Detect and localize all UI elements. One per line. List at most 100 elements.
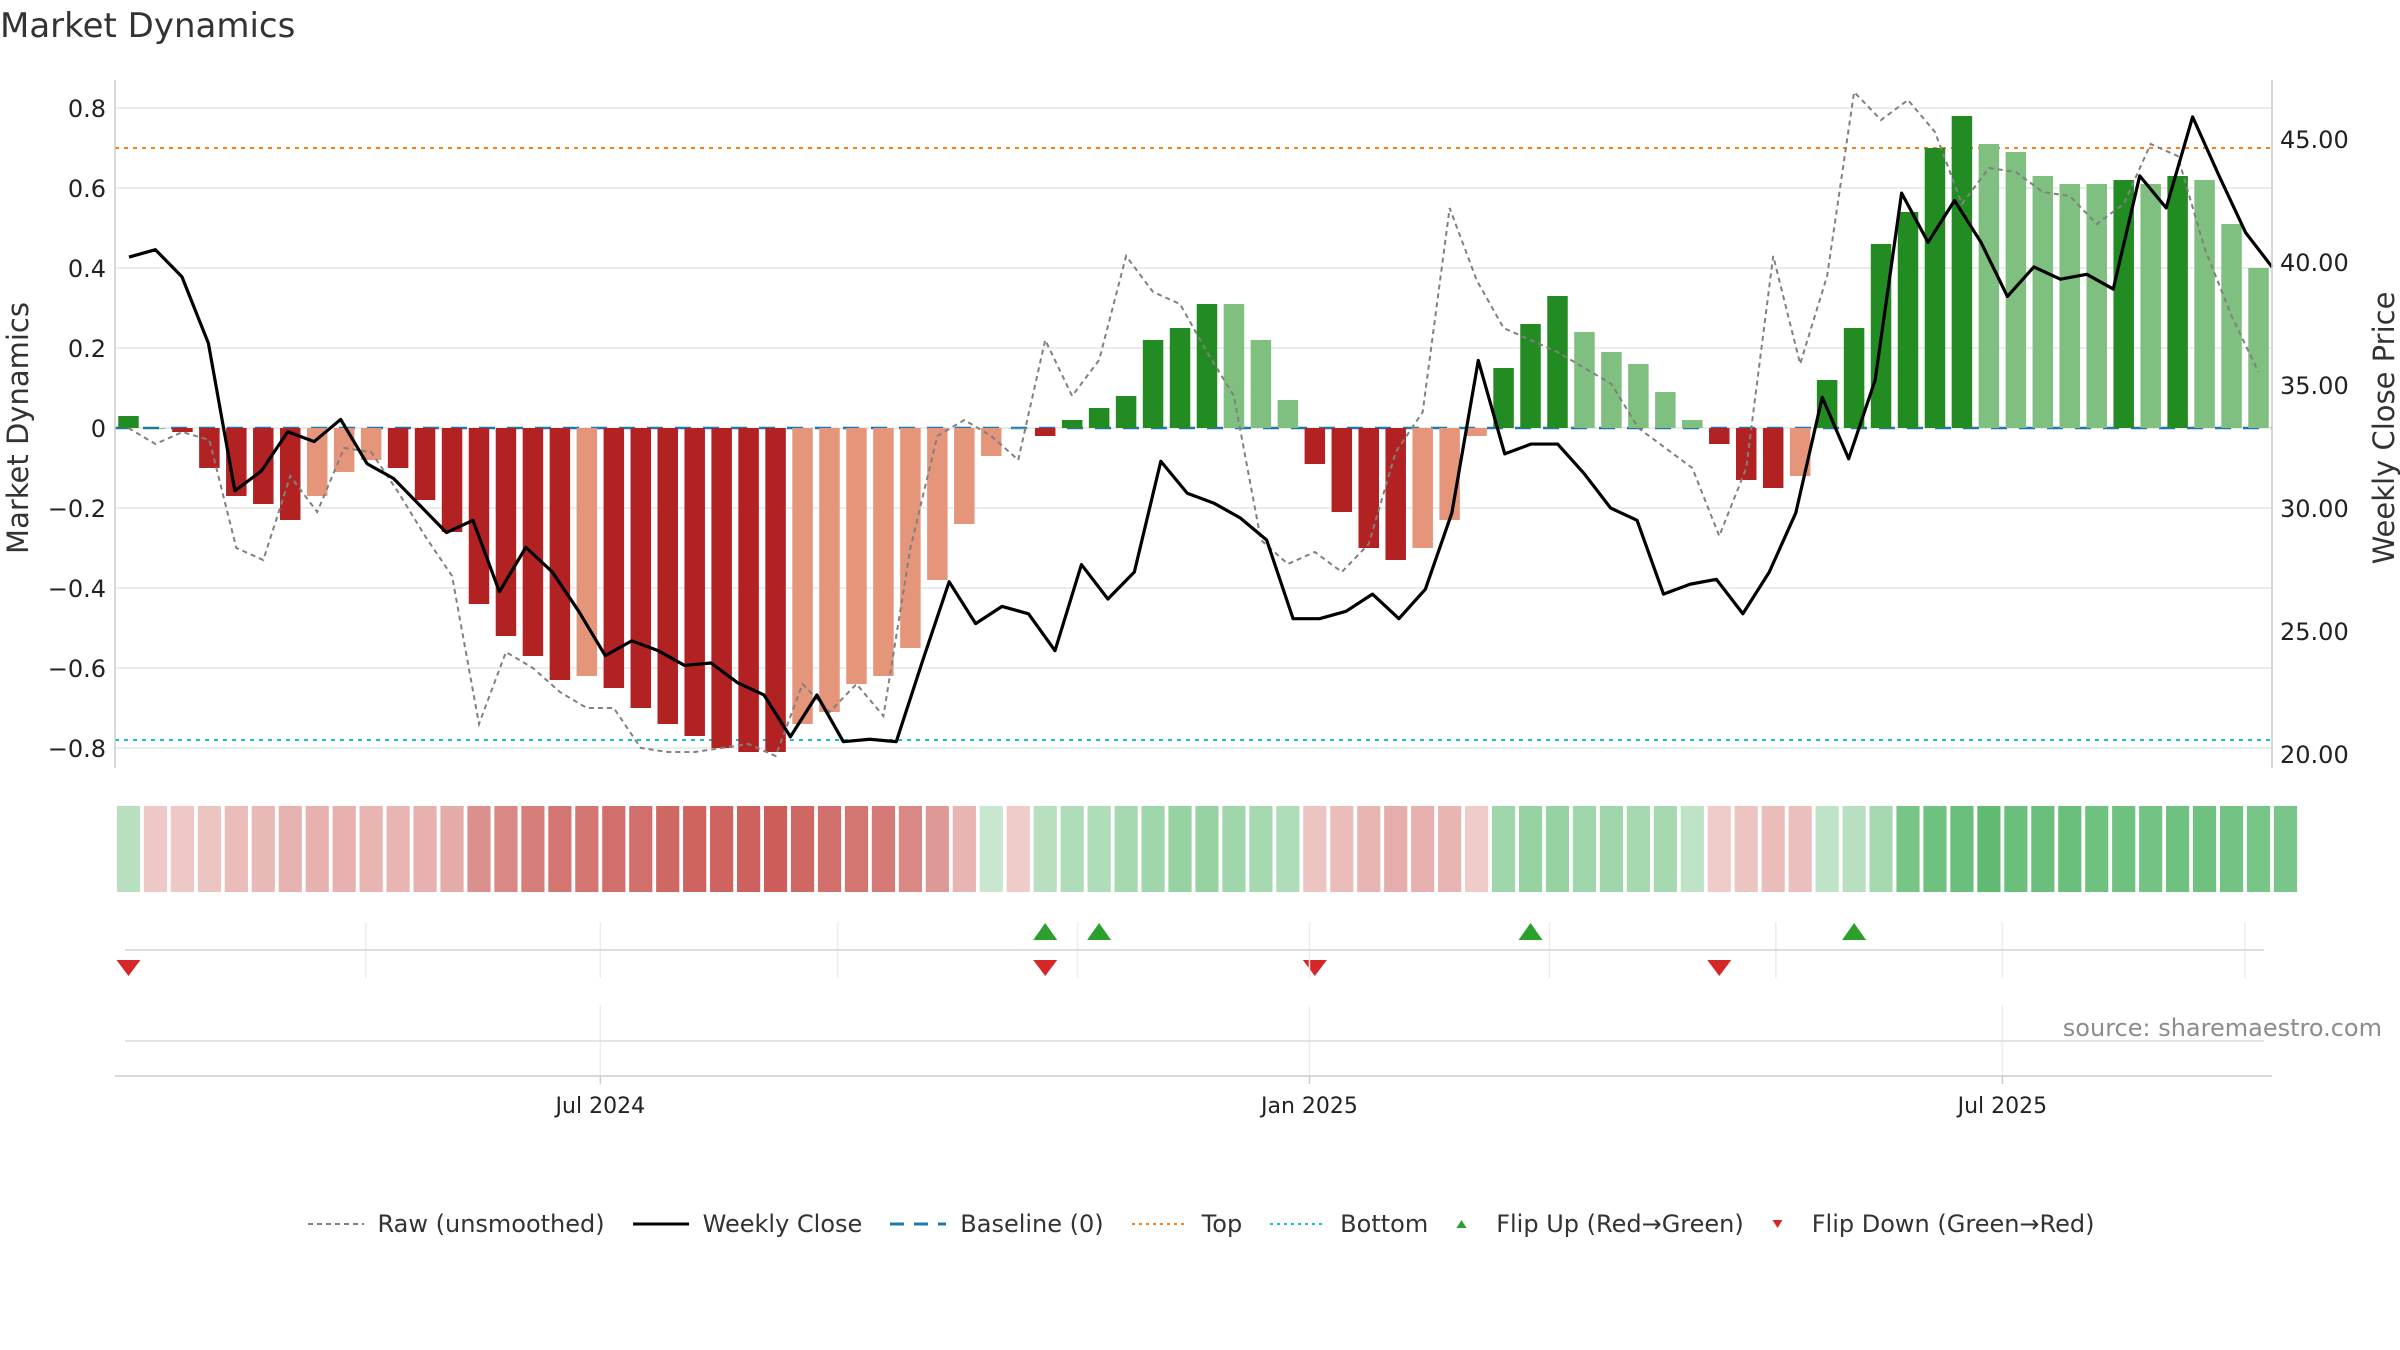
dynamics-bar (1547, 296, 1568, 428)
dynamics-bar (172, 428, 193, 432)
strip-cell (1411, 806, 1435, 892)
flip-down-marker (1707, 960, 1732, 976)
dynamics-bar (603, 428, 625, 688)
strip-cell (170, 806, 195, 892)
dynamics-bar (1007, 428, 1029, 429)
dynamics-bar (118, 416, 139, 428)
dynamics-bar (900, 428, 921, 648)
dynamics-bar (2140, 184, 2161, 428)
dynamics-bar (1574, 332, 1595, 428)
left-tick-label: −0.8 (48, 735, 106, 763)
flip-up-marker (1842, 923, 1867, 940)
axes: 0.8 0.6 0.4 0.2 0 −0.2 −0.4 −0.6 −0.8 45.00 40.00 3… (1, 80, 2400, 769)
strip-cell (2031, 806, 2055, 892)
strip-cell (2219, 806, 2244, 892)
strip-cell (467, 806, 491, 892)
strip-cell (1653, 806, 1677, 892)
strip-cell (1060, 806, 1084, 892)
strip-cell (2166, 806, 2190, 892)
strip-cell (1168, 806, 1192, 892)
strip-cell (1842, 806, 1866, 892)
dynamics-bar (846, 428, 867, 684)
right-tick-label: 35.00 (2280, 372, 2349, 400)
dynamics-bar (657, 428, 678, 724)
dynamics-bar (1682, 420, 1703, 428)
strip-cell (1977, 806, 2001, 892)
strip-cell (1114, 806, 1138, 892)
strip-cell (2246, 806, 2271, 892)
dynamics-bar (1789, 428, 1811, 476)
dynamics-bar (360, 428, 382, 460)
strip-cell (1869, 806, 1893, 892)
strip-cell (817, 806, 842, 892)
raw-series (127, 89, 2260, 758)
legend-label-close: Weekly Close (702, 1210, 863, 1238)
dynamics-bar (1061, 420, 1083, 428)
strip-cell (278, 806, 302, 892)
dynamics-bar (1034, 428, 1056, 436)
dynamics-bar (1601, 352, 1622, 428)
dynamics-bar (1978, 144, 2000, 428)
dynamics-bar (2194, 180, 2215, 428)
dynamics-bar (414, 428, 436, 500)
strip-cell (1815, 806, 1839, 892)
dynamics-bar (549, 428, 571, 680)
strip-cell (2139, 806, 2163, 892)
strip-cell (629, 806, 653, 892)
strip-cell (1599, 806, 1624, 892)
strip-cell (1896, 806, 1920, 892)
flip-down-icon (1772, 1220, 1783, 1228)
strip-cell (737, 806, 761, 892)
strip-cell (844, 806, 869, 892)
dynamics-bar (765, 428, 786, 752)
dynamics-bar (819, 428, 840, 712)
flip-down-marker (1033, 960, 1058, 976)
strip-cell (1438, 806, 1462, 892)
dynamics-bar (1358, 428, 1380, 548)
legend-key-bottom (1270, 1223, 1327, 1225)
dynamics-bar (684, 428, 705, 736)
strip-cell (413, 806, 437, 892)
dynamics-bar (1142, 340, 1164, 428)
dynamics-bar (2221, 224, 2242, 428)
strip-cell (925, 806, 949, 892)
strip-cell (656, 806, 680, 892)
strip-cell (548, 806, 572, 892)
legend-key-top (1131, 1223, 1188, 1225)
legend-item-flip-up: Flip Up (Red→Green) (1454, 1210, 1744, 1238)
left-tick-label: 0 (91, 415, 106, 443)
left-tick-label: −0.6 (48, 655, 106, 683)
strip-cell (1141, 806, 1165, 892)
strip-cell (143, 806, 168, 892)
right-tick-label: 30.00 (2280, 495, 2349, 523)
dynamics-bar (738, 428, 759, 752)
strip-cell (1518, 806, 1543, 892)
strip-cell (1491, 806, 1516, 892)
right-tick-label: 20.00 (2280, 741, 2349, 769)
left-tick-label: −0.4 (48, 575, 106, 603)
dynamics-bar (495, 428, 517, 636)
left-tick-label: −0.2 (48, 495, 106, 523)
date-tick-label: Jul 2025 (1956, 1094, 2048, 1119)
legend-label-baseline: Baseline (0) (960, 1210, 1104, 1238)
strip-cell (1626, 806, 1650, 892)
strip-cell (1680, 806, 1704, 892)
strip-cell (1545, 806, 1570, 892)
dynamics-bar (873, 428, 894, 676)
strip-cell (1303, 806, 1327, 892)
strip-cell (952, 806, 976, 892)
strip-cell (763, 806, 788, 892)
legend-item-baseline: Baseline (0) (888, 1210, 1104, 1238)
strip-cell (2004, 806, 2028, 892)
strip-cell (1195, 806, 1219, 892)
dynamics-bar (1709, 428, 1730, 444)
flip-down-marker (116, 960, 141, 976)
dynamics-bar (1816, 380, 1838, 428)
strip-cell (871, 806, 896, 892)
dynamics-bar (2167, 176, 2188, 428)
legend-label-top: Top (1201, 1210, 1243, 1238)
dynamics-bar (1250, 340, 1272, 428)
left-axis-title: Market Dynamics (1, 302, 35, 554)
flip-up-marker (1033, 923, 1058, 940)
strip-cell (1222, 806, 1246, 892)
